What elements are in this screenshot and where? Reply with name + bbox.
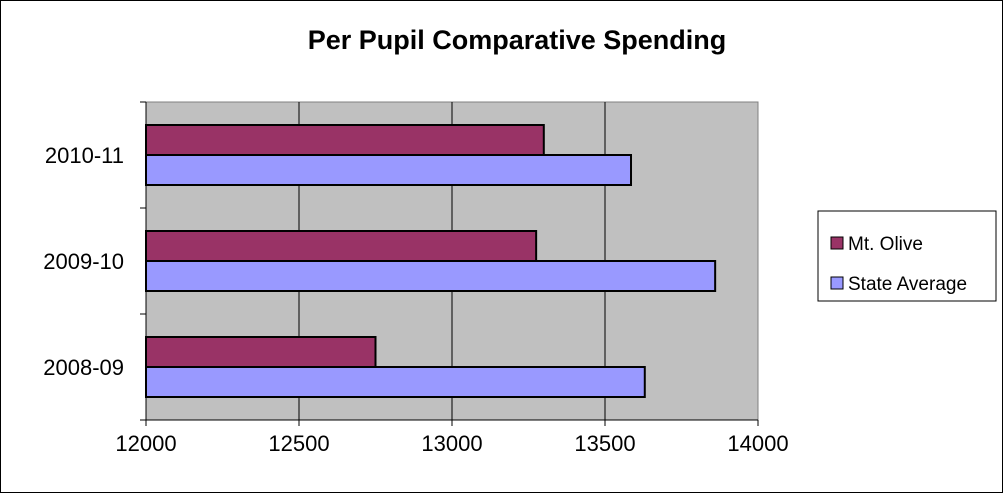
axes: 12000 12500 13000 13500 14000 2008-09 2009-10 2… xyxy=(43,101,789,456)
legend: Mt. Olive State Average xyxy=(817,210,997,302)
legend-swatch xyxy=(830,236,844,250)
legend-label: Mt. Olive xyxy=(848,234,923,255)
bar-state-average-2008-09 xyxy=(145,366,646,398)
x-tick-label: 13500 xyxy=(574,431,635,456)
y-tick-label: 2009-10 xyxy=(43,249,124,274)
y-tick-label: 2008-09 xyxy=(43,355,124,380)
x-tick-label: 12000 xyxy=(115,431,176,456)
x-tick-label: 14000 xyxy=(727,431,788,456)
bar-mt-olive-2010-11 xyxy=(145,124,545,156)
legend-label: State Average xyxy=(848,274,967,295)
bar-state-average-2009-10 xyxy=(145,260,717,292)
legend-swatch xyxy=(830,276,844,290)
x-tick-label: 13000 xyxy=(421,431,482,456)
bar-mt-olive-2008-09 xyxy=(145,336,377,368)
bar-mt-olive-2009-10 xyxy=(145,230,538,262)
bars xyxy=(145,124,717,398)
y-tick-label: 2010-11 xyxy=(45,143,124,168)
legend-box xyxy=(817,210,997,302)
chart-title: Per Pupil Comparative Spending xyxy=(308,25,727,55)
x-tick-label: 12500 xyxy=(268,431,329,456)
bar-state-average-2010-11 xyxy=(145,154,633,186)
